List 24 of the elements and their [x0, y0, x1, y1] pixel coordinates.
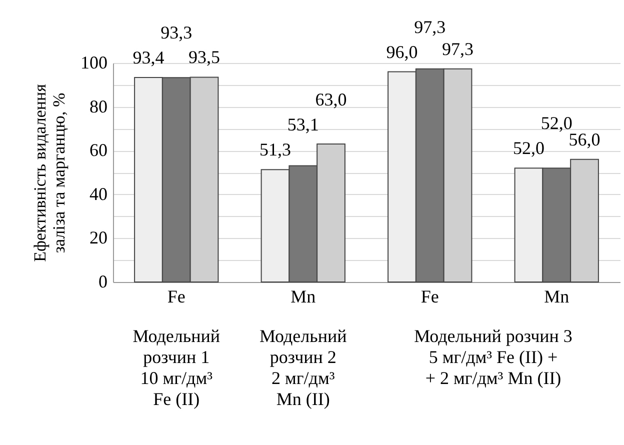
text: Модельний розчин 3 5 мг/дм³ Fe (II) + + 2 мг/дм³ Mn (II): [414, 326, 572, 388]
data-label: 96,0: [386, 42, 418, 62]
data-label: 93,4: [132, 47, 164, 68]
data-label: 51,3: [259, 140, 291, 160]
y-tick-label: 100: [80, 52, 108, 72]
text: Модельний розчин 2 2 мг/дм³ Mn (II): [259, 326, 348, 409]
data-label: 97,3: [442, 38, 474, 59]
x-tick-label: Mn: [290, 286, 316, 306]
text: Модельний розчин 1 10 мг/дм³ Fe (II): [132, 326, 220, 409]
x-tick-label: Fe: [420, 286, 439, 306]
y-tick-label: 40: [90, 184, 108, 204]
x-tick-label: Fe: [167, 286, 186, 306]
y-tick-label: 80: [90, 96, 108, 116]
data-label: 52,0: [512, 138, 544, 158]
data-label: 97,3: [414, 16, 446, 37]
data-label: 93,3: [160, 22, 192, 42]
y-tick-label: 60: [90, 140, 108, 160]
y-tick-label: 0: [98, 272, 108, 292]
y-axis-title: Ефективність видалення заліза та марганцю, %: [30, 84, 68, 262]
data-label: 53,1: [287, 114, 319, 135]
y-tick-label: 20: [90, 228, 108, 248]
data-label: 93,5: [188, 47, 220, 68]
data-label: 63,0: [315, 90, 347, 110]
x-tick-label: Mn: [544, 286, 570, 306]
